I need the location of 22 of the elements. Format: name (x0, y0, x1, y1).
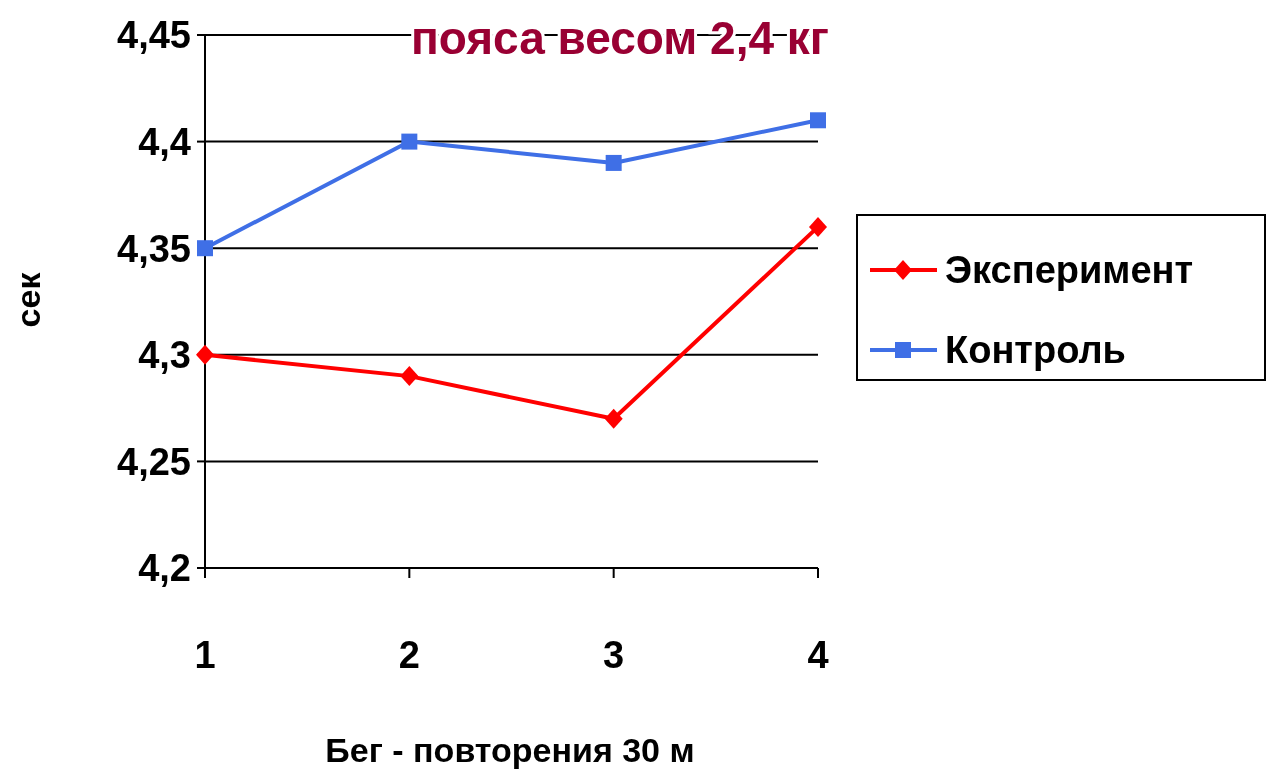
point (604, 408, 623, 429)
y-tick-label: 4,3 (138, 334, 191, 377)
x-tick-label: 4 (807, 634, 829, 676)
point (400, 366, 419, 387)
point (196, 344, 214, 365)
y-tick-label: 4,25 (117, 440, 191, 483)
x-tick-label: 3 (603, 634, 625, 676)
legend-label: Контроль (945, 329, 1126, 372)
y-tick-label: 4,35 (117, 227, 191, 270)
y-tick-label: 4,45 (117, 14, 191, 57)
point (401, 133, 418, 150)
y-axis-title: сек (9, 271, 47, 328)
point (605, 154, 622, 171)
point (197, 240, 213, 257)
legend-label: Эксперимент (945, 249, 1194, 292)
x-axis-title: Бег - повторения 30 м (325, 731, 695, 769)
y-tick-label: 4,4 (138, 120, 191, 163)
x-tick-label: 2 (398, 634, 420, 676)
point (810, 112, 826, 129)
y-tick-label: 4,2 (138, 547, 191, 590)
x-tick-label: 1 (194, 634, 216, 676)
point (809, 216, 827, 237)
